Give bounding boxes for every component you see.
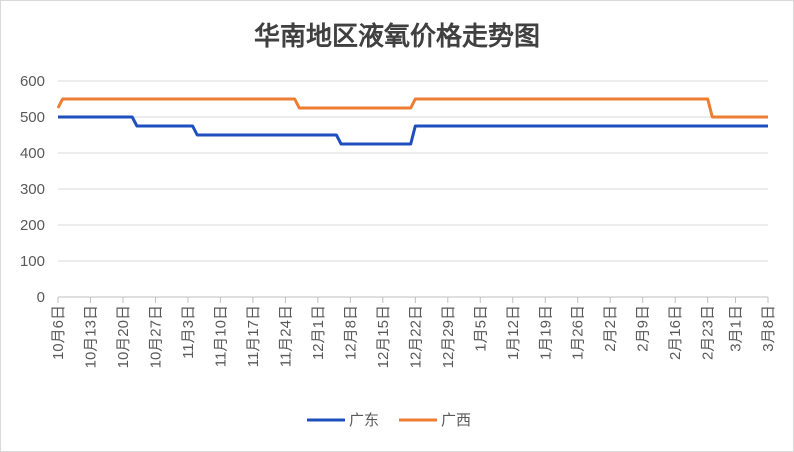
y-tick-label: 400 [20,145,45,162]
x-tick-label: 1月26日 [570,305,587,360]
y-tick-label: 600 [20,73,45,90]
chart-title: 华南地区液氧价格走势图 [254,21,540,52]
x-tick-label: 11月3日 [180,305,197,359]
x-tick-label: 10月27日 [147,305,164,368]
x-tick-label: 11月10日 [212,305,229,367]
x-tick-label: 11月17日 [245,305,262,367]
x-tick-label: 11月24日 [277,305,294,367]
x-tick-label: 12月29日 [440,305,457,368]
x-tick-label: 12月8日 [342,305,359,360]
series-line-0 [58,115,768,146]
x-tick-label: 1月19日 [537,305,554,360]
series-line-1 [56,97,768,119]
x-tick-label: 1月5日 [472,305,489,352]
x-tick-label: 2月16日 [667,305,684,360]
legend-label: 广西 [441,412,471,429]
y-tick-label: 500 [20,109,45,126]
x-tick-label: 12月1日 [310,305,327,360]
y-tick-label: 100 [20,253,45,270]
x-tick-label: 3月8日 [760,305,777,352]
x-tick-label: 10月6日 [50,305,67,360]
x-tick-label: 12月22日 [407,305,424,368]
x-tick-label: 10月13日 [82,305,99,368]
x-tick-label: 2月2日 [602,305,619,352]
x-tick-label: 2月9日 [635,305,652,352]
x-tick-label: 10月20日 [115,305,132,368]
legend-label: 广东 [349,412,379,429]
y-tick-label: 300 [20,181,45,198]
y-tick-label: 0 [37,289,45,306]
x-tick-label: 3月1日 [728,305,745,352]
x-tick-label: 12月15日 [375,305,392,368]
y-tick-label: 200 [20,217,45,234]
x-tick-label: 1月12日 [505,305,522,360]
x-tick-label: 2月23日 [700,305,717,360]
